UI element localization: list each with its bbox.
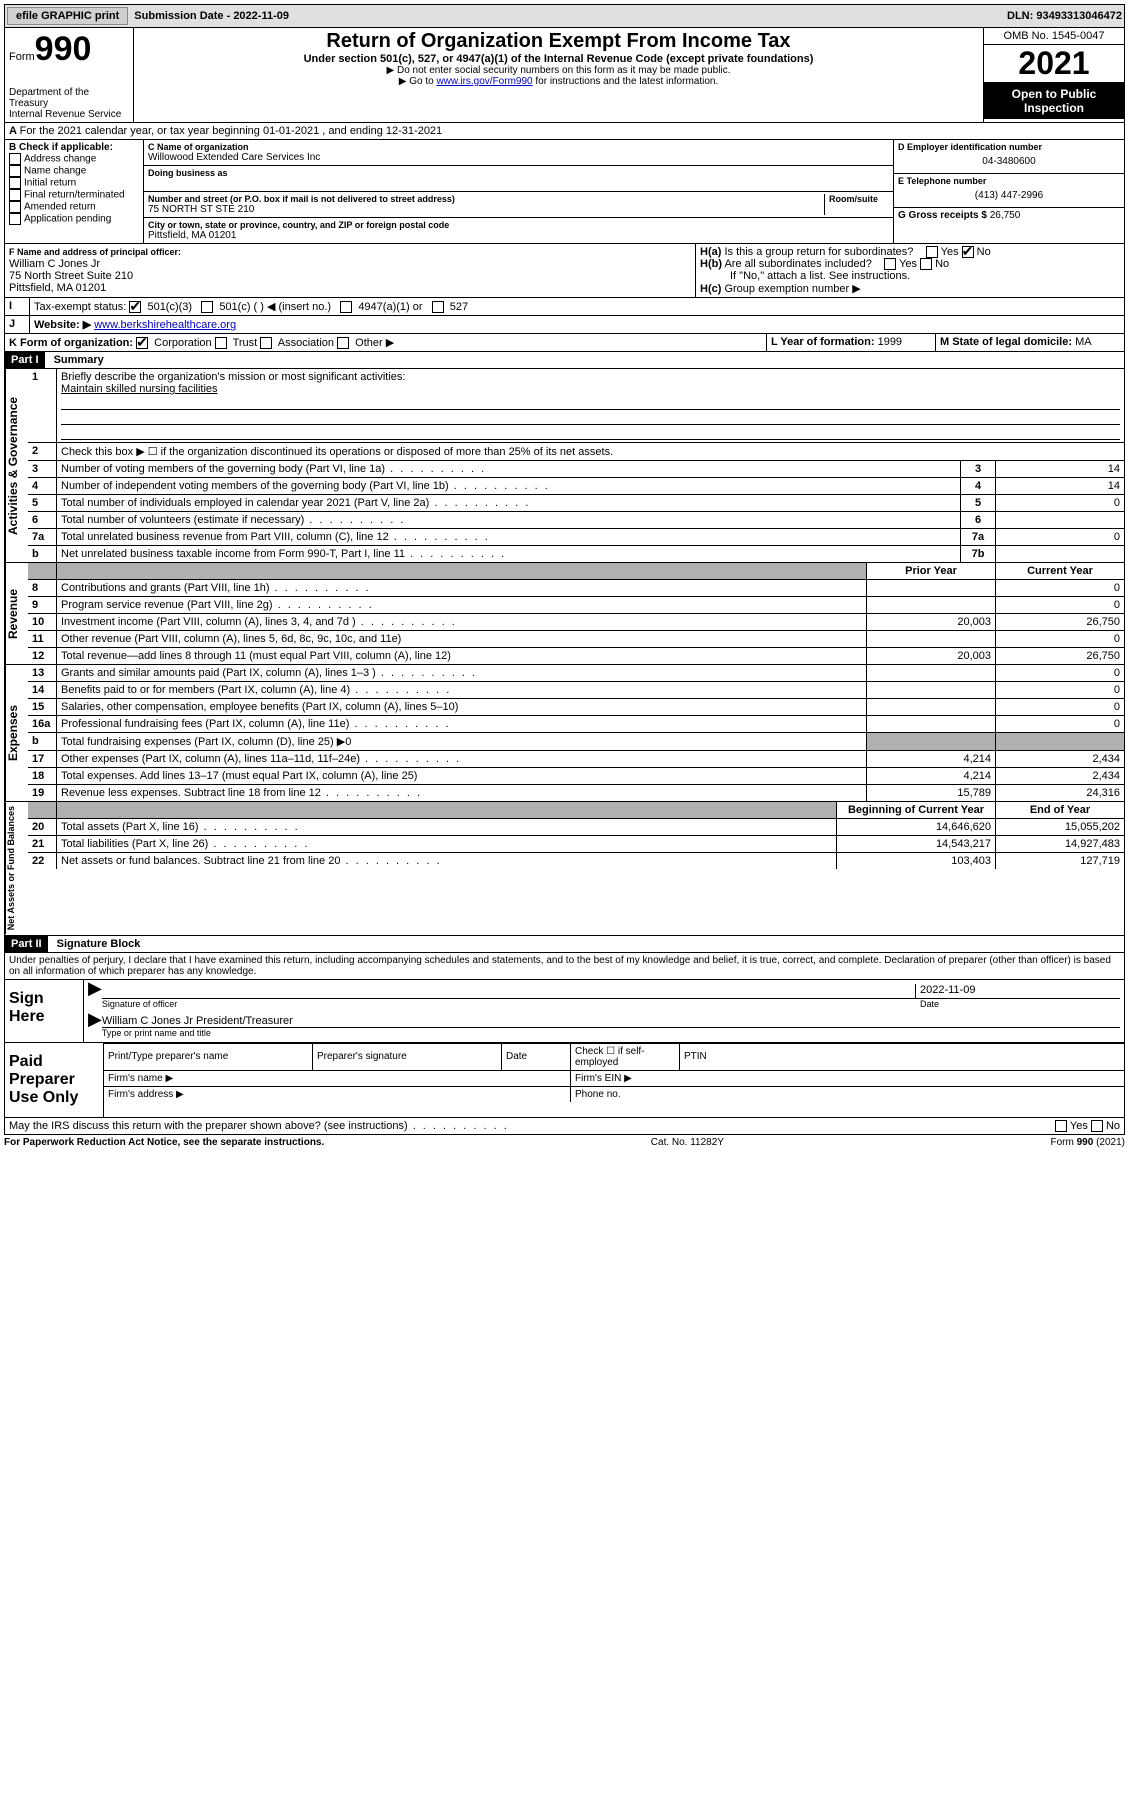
- omb-number: OMB No. 1545-0047: [984, 28, 1124, 45]
- sidebar-governance: Activities & Governance: [5, 369, 28, 562]
- form-header: Form990 Department of the Treasury Inter…: [4, 28, 1125, 123]
- final-return-checkbox[interactable]: [9, 189, 21, 201]
- 527-checkbox[interactable]: [432, 301, 444, 313]
- top-toolbar: efile GRAPHIC print Submission Date - 20…: [4, 4, 1125, 28]
- sign-arrow-icon: ▶: [88, 984, 102, 1009]
- tax-year: 2021: [984, 45, 1124, 83]
- f-label: F Name and address of principal officer:: [9, 247, 181, 257]
- part1-badge: Part I: [5, 352, 45, 368]
- mission-text: Maintain skilled nursing facilities: [61, 383, 218, 395]
- sig-date: 2022-11-09: [915, 984, 1120, 999]
- 501c-checkbox[interactable]: [201, 301, 213, 313]
- part2-title: Signature Block: [51, 936, 147, 952]
- name-change-checkbox[interactable]: [9, 165, 21, 177]
- form-subtitle-1: Under section 501(c), 527, or 4947(a)(1)…: [140, 53, 977, 65]
- row-klm: K Form of organization: Corporation Trus…: [4, 334, 1125, 352]
- sign-arrow-icon-2: ▶: [88, 1015, 102, 1038]
- org-name: Willowood Extended Care Services Inc: [148, 152, 889, 163]
- instructions-link[interactable]: www.irs.gov/Form990: [436, 76, 532, 87]
- officer-addr1: 75 North Street Suite 210: [9, 270, 133, 282]
- 501c3-checkbox[interactable]: [129, 301, 141, 313]
- assoc-checkbox[interactable]: [260, 337, 272, 349]
- irs-no-checkbox[interactable]: [1091, 1120, 1103, 1132]
- part2-header-row: Part II Signature Block: [4, 936, 1125, 953]
- irs-yes-checkbox[interactable]: [1055, 1120, 1067, 1132]
- h-note: If "No," attach a list. See instructions…: [700, 270, 1120, 282]
- city-label: City or town, state or province, country…: [148, 220, 889, 230]
- part1-expenses: Expenses 13Grants and similar amounts pa…: [4, 665, 1125, 802]
- street-address: 75 NORTH ST STE 210: [148, 204, 824, 215]
- app-pending-checkbox[interactable]: [9, 213, 21, 225]
- form-number: 990: [35, 30, 92, 68]
- row-i: I Tax-exempt status: 501(c)(3) 501(c) ( …: [4, 298, 1125, 316]
- open-public-badge: Open to Public Inspection: [984, 83, 1124, 119]
- row-j: J Website: ▶ www.berkshirehealthcare.org: [4, 316, 1125, 334]
- page-footer: For Paperwork Reduction Act Notice, see …: [4, 1135, 1125, 1150]
- part1-netassets: Net Assets or Fund Balances Beginning of…: [4, 802, 1125, 935]
- dept-label: Department of the Treasury: [9, 87, 129, 109]
- footer-left: For Paperwork Reduction Act Notice, see …: [4, 1137, 324, 1148]
- perjury-declaration: Under penalties of perjury, I declare th…: [4, 953, 1125, 980]
- ein-label: D Employer identification number: [898, 142, 1120, 152]
- city-state-zip: Pittsfield, MA 01201: [148, 230, 889, 241]
- addr-label: Number and street (or P.O. box if mail i…: [148, 194, 824, 204]
- form-subtitle-3: ▶ Go to www.irs.gov/Form990 for instruct…: [140, 76, 977, 87]
- efile-print-button[interactable]: efile GRAPHIC print: [7, 7, 128, 25]
- paid-preparer-label: Paid Preparer Use Only: [5, 1043, 104, 1117]
- form-subtitle-2: ▶ Do not enter social security numbers o…: [140, 65, 977, 76]
- part2-badge: Part II: [5, 936, 48, 952]
- form-title: Return of Organization Exempt From Incom…: [140, 30, 977, 53]
- sidebar-expenses: Expenses: [5, 665, 28, 801]
- dba-label: Doing business as: [148, 168, 889, 178]
- sign-here-label: Sign Here: [5, 980, 84, 1042]
- row-fh: F Name and address of principal officer:…: [4, 244, 1125, 298]
- part1-body: Activities & Governance 1 Briefly descri…: [4, 369, 1125, 563]
- part1-revenue: Revenue Prior YearCurrent Year 8Contribu…: [4, 563, 1125, 665]
- info-grid: B Check if applicable: Address change Na…: [4, 140, 1125, 244]
- amended-return-checkbox[interactable]: [9, 201, 21, 213]
- dln-label: DLN: 93493313046472: [1007, 10, 1122, 22]
- hb-no-checkbox[interactable]: [920, 258, 932, 270]
- footer-right: Form 990 (2021): [1051, 1137, 1125, 1148]
- form-word: Form: [9, 51, 35, 63]
- website-link[interactable]: www.berkshirehealthcare.org: [94, 319, 236, 331]
- hb-yes-checkbox[interactable]: [884, 258, 896, 270]
- trust-checkbox[interactable]: [215, 337, 227, 349]
- initial-return-checkbox[interactable]: [9, 177, 21, 189]
- may-irs-row: May the IRS discuss this return with the…: [4, 1118, 1125, 1135]
- part1-title: Summary: [48, 352, 110, 368]
- phone-label: E Telephone number: [898, 176, 1120, 186]
- ein-value: 04-3480600: [898, 152, 1120, 171]
- officer-name: William C Jones Jr: [9, 258, 100, 270]
- paid-preparer-block: Paid Preparer Use Only Print/Type prepar…: [4, 1043, 1125, 1118]
- ha-yes-checkbox[interactable]: [926, 246, 938, 258]
- corp-checkbox[interactable]: [136, 337, 148, 349]
- gross-receipts-value: 26,750: [990, 210, 1021, 221]
- part1-header-row: Part I Summary: [4, 352, 1125, 369]
- gross-receipts-label: G Gross receipts $: [898, 210, 987, 221]
- org-name-label: C Name of organization: [148, 142, 889, 152]
- other-checkbox[interactable]: [337, 337, 349, 349]
- submission-date: Submission Date - 2022-11-09: [134, 10, 289, 22]
- section-a-tax-year: A For the 2021 calendar year, or tax yea…: [4, 123, 1125, 140]
- officer-printed-name: William C Jones Jr President/Treasurer: [102, 1015, 1120, 1028]
- footer-mid: Cat. No. 11282Y: [651, 1137, 724, 1148]
- sidebar-revenue: Revenue: [5, 563, 28, 664]
- sidebar-netassets: Net Assets or Fund Balances: [5, 802, 28, 934]
- phone-value: (413) 447-2996: [898, 186, 1120, 205]
- sign-here-block: Sign Here ▶ 2022-11-09 Signature of offi…: [4, 980, 1125, 1043]
- room-label: Room/suite: [829, 194, 889, 204]
- ha-no-checkbox[interactable]: [962, 246, 974, 258]
- officer-addr2: Pittsfield, MA 01201: [9, 282, 106, 294]
- 4947-checkbox[interactable]: [340, 301, 352, 313]
- section-b-label: B Check if applicable:: [9, 142, 139, 153]
- addr-change-checkbox[interactable]: [9, 153, 21, 165]
- irs-label: Internal Revenue Service: [9, 109, 129, 120]
